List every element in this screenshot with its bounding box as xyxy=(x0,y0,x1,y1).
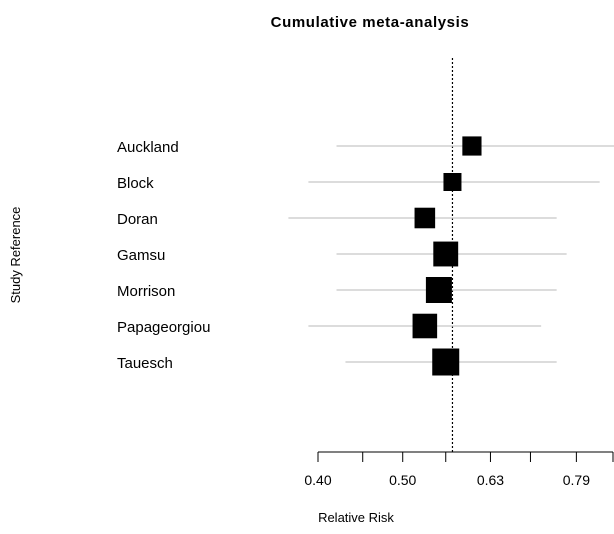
plot-area: 0.40 0.50 0.63 0.79 Auckland Block Doran Gamsu M… xyxy=(117,58,614,488)
study-label: Papageorgiou xyxy=(117,319,210,336)
study-label: Doran xyxy=(117,211,158,228)
x-tick-label: 0.79 xyxy=(563,472,590,488)
x-tick-label: 0.63 xyxy=(477,472,504,488)
chart-title: Cumulative meta-analysis xyxy=(271,14,470,31)
study-label: Auckland xyxy=(117,139,179,156)
estimate-box xyxy=(432,348,460,376)
x-axis-label: Relative Risk xyxy=(318,510,394,525)
estimate-box xyxy=(412,313,438,339)
estimate-box xyxy=(462,136,482,156)
estimate-box xyxy=(433,241,459,267)
x-tick-label: 0.50 xyxy=(389,472,416,488)
y-axis-label: Study Reference xyxy=(8,207,23,304)
estimate-box xyxy=(414,207,436,229)
x-tick-label: 0.40 xyxy=(304,472,331,488)
study-label: Tauesch xyxy=(117,355,173,372)
study-label: Block xyxy=(117,175,154,192)
study-label: Morrison xyxy=(117,283,175,300)
estimate-box xyxy=(443,173,462,191)
estimate-box xyxy=(425,277,452,303)
study-label: Gamsu xyxy=(117,247,165,264)
